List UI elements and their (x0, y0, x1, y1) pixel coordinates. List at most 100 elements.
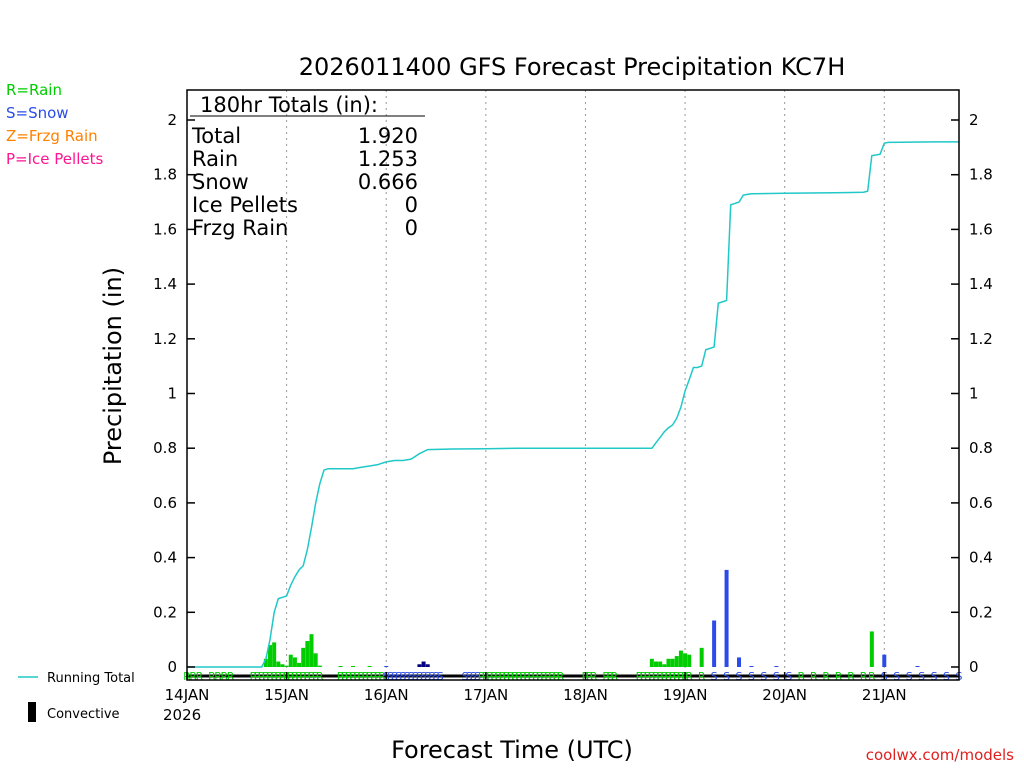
totals-value-snow: 0.666 (358, 170, 418, 194)
ptype-marker: R (532, 670, 540, 683)
ptype-marker: R (835, 670, 843, 683)
precip-bar (425, 664, 430, 667)
y-tick-label: 1.6 (153, 220, 177, 238)
legend-snow: S=Snow (6, 104, 69, 122)
totals-value-total: 1.920 (358, 124, 418, 148)
ptype-marker: R (515, 670, 523, 683)
bar-series (263, 569, 920, 667)
legend-convective: Convective (47, 707, 120, 722)
precip-bar (351, 666, 356, 667)
precip-bar (699, 647, 704, 667)
ptype-marker: R (378, 670, 386, 683)
y-tick-label-right: 1.8 (969, 166, 993, 184)
legend-freezing-rain: Z=Frzg Rain (6, 127, 98, 145)
ptype-marker: S (387, 670, 394, 683)
precip-bar (882, 654, 887, 667)
ptype-marker: S (760, 670, 767, 683)
precip-bar (309, 634, 314, 667)
ptype-marker: R (374, 670, 382, 683)
ptype-marker: R (254, 670, 262, 683)
grid-lines (187, 90, 959, 680)
ptype-marker: R (540, 670, 548, 683)
ptype-marker: R (494, 670, 502, 683)
precip-bar (268, 645, 273, 667)
ptype-marker: R (291, 670, 299, 683)
ptype-marker: R (258, 670, 266, 683)
ptype-marker: R (611, 670, 619, 683)
ptype-marker: R (499, 670, 507, 683)
plot-frame (186, 89, 960, 681)
precip-bar (280, 664, 285, 667)
precip-bar (421, 661, 426, 667)
ptype-marker: S (470, 670, 477, 683)
ptype-marker: R (797, 670, 805, 683)
ptype-marker: R (287, 670, 295, 683)
ptype-marker: R (279, 670, 287, 683)
ptype-marker: R (337, 670, 345, 683)
ptype-marker: R (519, 670, 527, 683)
ptype-marker: R (698, 670, 706, 683)
ptype-marker: S (918, 670, 925, 683)
ptype-marker: R (214, 670, 222, 683)
ptype-marker: S (433, 670, 440, 683)
ptype-marker: R (669, 670, 677, 683)
ptype-marker: S (416, 670, 423, 683)
ptype-marker: R (341, 670, 349, 683)
y-tick-label-right: 1.4 (969, 275, 993, 293)
totals-box: 180hr Totals (in): Total 1.920 Rain 1.25… (190, 93, 425, 240)
ptype-marker: R (640, 670, 648, 683)
y-tick-label: 1 (167, 385, 177, 403)
ptype-marker: R (366, 670, 374, 683)
ptype-marker: R (548, 670, 556, 683)
ptype-marker: R (677, 670, 685, 683)
ptype-marker: R (673, 670, 681, 683)
totals-value-ice-pellets: 0 (405, 193, 418, 217)
ptype-marker: S (785, 670, 792, 683)
precip-bar (284, 665, 289, 667)
precip-bar (670, 658, 675, 667)
y-tick-label-right: 1 (969, 385, 979, 403)
ptype-marker: S (462, 670, 469, 683)
y-tick-label-right: 2 (969, 111, 979, 129)
x-tick-label: 16JAN (364, 686, 409, 704)
precip-bar (292, 657, 297, 667)
ptype-marker: R (486, 670, 494, 683)
ptype-marker: R (478, 670, 486, 683)
totals-label-snow: Snow (192, 170, 249, 194)
ptype-marker: S (736, 670, 743, 683)
legend-running-total: Running Total (47, 671, 135, 686)
ptype-marker: R (847, 670, 855, 683)
y-axis-ticks: 0 00.2 0.20.4 0.40.6 0.60.8 0.81 11.2 1.21.4 1.4… (153, 111, 993, 676)
ptype-marker: R (685, 670, 693, 683)
ptype-marker: R (860, 670, 868, 683)
precip-bar (674, 656, 679, 667)
precip-bar (683, 653, 688, 667)
precip-bar (317, 665, 322, 667)
ptype-marker: R (316, 670, 324, 683)
y-tick-label: 2 (167, 111, 177, 129)
ptype-marker: R (665, 670, 673, 683)
y-tick-label-right: 0.6 (969, 494, 993, 512)
y-tick-label-right: 0.4 (969, 549, 993, 567)
ptype-marker: R (644, 670, 652, 683)
totals-label-freezing-rain: Frzg Rain (192, 216, 288, 240)
precip-bar (737, 657, 742, 667)
ptype-marker: S (893, 670, 900, 683)
precip-bar (774, 666, 779, 667)
precip-bar (313, 653, 318, 667)
precip-bar (712, 620, 717, 667)
totals-label-rain: Rain (192, 147, 238, 171)
ptype-marker: R (274, 670, 282, 683)
x-axis-label: Forecast Time (UTC) (391, 736, 633, 764)
ptype-marker: R (810, 670, 818, 683)
precip-bar (658, 661, 663, 667)
ptype-marker: R (524, 670, 532, 683)
precip-bar (367, 666, 372, 667)
ptype-marker: R (221, 670, 229, 683)
precip-bar (288, 654, 293, 667)
ptype-marker: R (295, 670, 303, 683)
precip-bar (749, 666, 754, 667)
precip-bar (276, 661, 281, 667)
y-tick-label-right: 1.2 (969, 330, 993, 348)
